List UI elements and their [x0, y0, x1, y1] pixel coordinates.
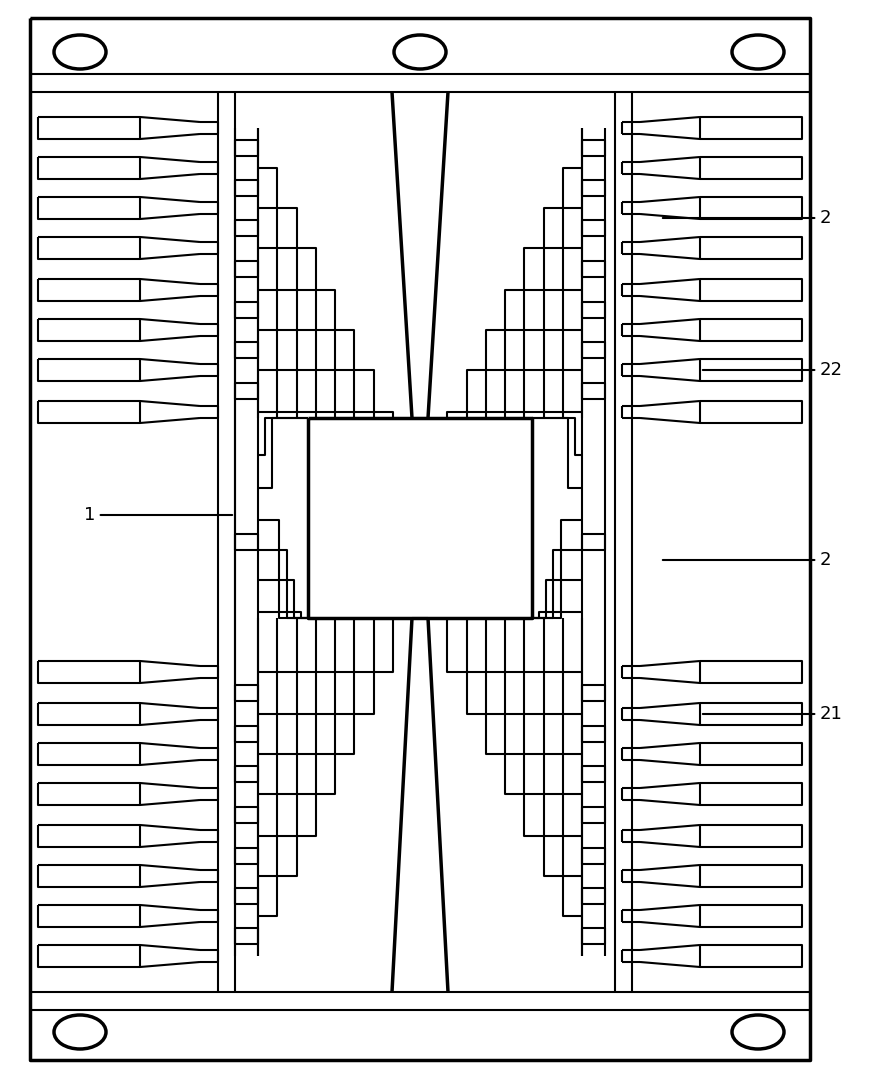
Text: 2: 2	[663, 551, 831, 569]
Ellipse shape	[732, 35, 784, 69]
Ellipse shape	[54, 1015, 106, 1049]
Text: 2: 2	[663, 209, 831, 227]
Ellipse shape	[394, 35, 446, 69]
Text: 21: 21	[703, 705, 843, 723]
Text: 22: 22	[703, 361, 843, 379]
Ellipse shape	[732, 1015, 784, 1049]
Ellipse shape	[54, 35, 106, 69]
Text: 1: 1	[84, 506, 232, 524]
